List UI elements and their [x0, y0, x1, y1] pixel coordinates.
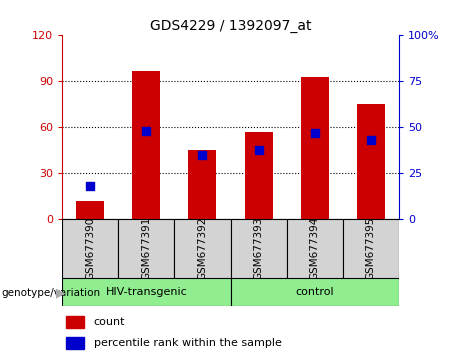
Bar [301, 77, 329, 219]
Bar [343, 219, 399, 278]
Bar [244, 132, 272, 219]
Bar [65, 316, 84, 328]
Bar [174, 219, 230, 278]
Bar [62, 278, 230, 306]
Text: GSM677392: GSM677392 [197, 217, 207, 280]
Bar [230, 219, 287, 278]
Text: GSM677395: GSM677395 [366, 217, 376, 280]
Bar [132, 71, 160, 219]
Bar [189, 150, 217, 219]
Bar [287, 219, 343, 278]
Text: count: count [94, 317, 125, 327]
Text: ▶: ▶ [56, 287, 66, 299]
Text: GSM677390: GSM677390 [85, 217, 95, 280]
Text: genotype/variation: genotype/variation [1, 288, 100, 298]
Point [367, 137, 374, 143]
Bar [65, 337, 84, 349]
Text: control: control [296, 287, 334, 297]
Point [311, 130, 318, 136]
Text: HIV-transgenic: HIV-transgenic [106, 287, 187, 297]
Text: GSM677391: GSM677391 [142, 217, 151, 280]
Bar [230, 278, 399, 306]
Point [255, 147, 262, 152]
Text: GSM677393: GSM677393 [254, 217, 264, 280]
Bar [357, 104, 385, 219]
Bar [118, 219, 174, 278]
Point [199, 152, 206, 158]
Title: GDS4229 / 1392097_at: GDS4229 / 1392097_at [150, 19, 311, 33]
Text: GSM677394: GSM677394 [310, 217, 319, 280]
Bar [76, 201, 104, 219]
Text: percentile rank within the sample: percentile rank within the sample [94, 338, 282, 348]
Point [142, 128, 150, 134]
Bar [62, 219, 118, 278]
Point [87, 183, 94, 189]
